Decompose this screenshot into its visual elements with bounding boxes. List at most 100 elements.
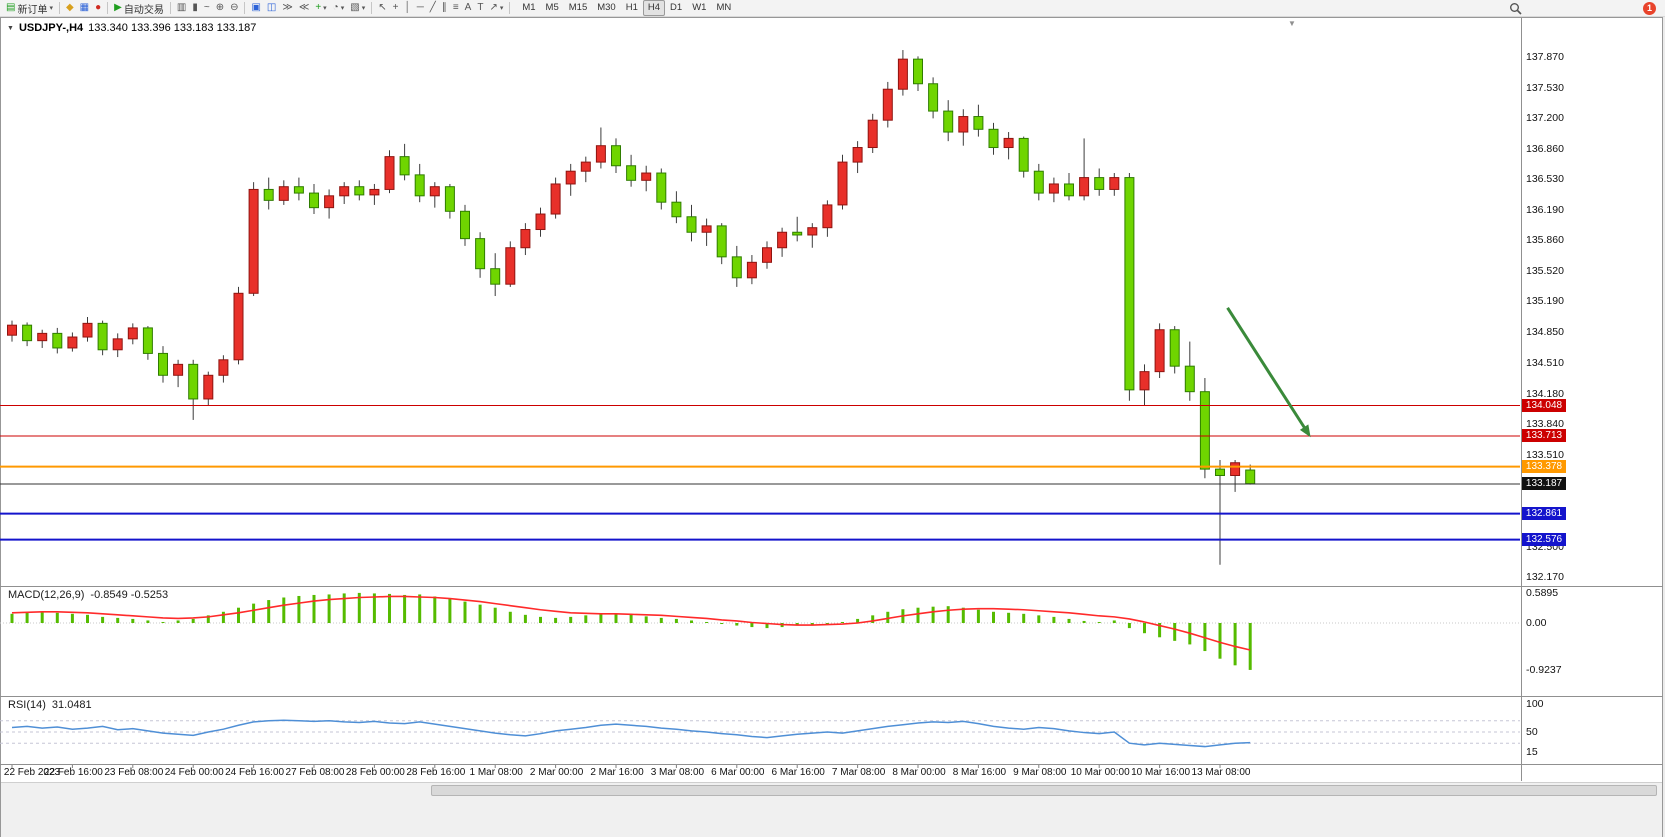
trend-arrow[interactable] bbox=[1226, 307, 1308, 432]
chevron-down-icon: ▾ bbox=[499, 5, 504, 12]
candle-body bbox=[324, 195, 335, 209]
label-tool-button[interactable]: T bbox=[474, 2, 486, 14]
candle-body bbox=[1124, 177, 1135, 391]
main-toolbar: ▤ 新订单 ▾ ◆ ▦ ● ▶ 自动交易 ▥ ▮ ~ ⊕ ⊖ ▣ ◫ ≫ ≪ +… bbox=[0, 0, 1665, 17]
price-axis-label: 134.850 bbox=[1526, 326, 1564, 339]
timeframe-m1-button[interactable]: M1 bbox=[522, 2, 536, 13]
arrows-tool-button[interactable]: ↗ ▾ bbox=[486, 2, 506, 14]
toolbar-separator bbox=[107, 2, 109, 14]
chart-shift-button[interactable]: ≪ bbox=[296, 2, 312, 14]
timeframe-m15-button[interactable]: M15 bbox=[568, 2, 588, 13]
crosshair-button[interactable]: + bbox=[390, 2, 402, 14]
time-axis-label: 2 Mar 00:00 bbox=[529, 767, 584, 778]
chart-shift-marker-icon[interactable]: ▼ bbox=[1288, 19, 1296, 28]
channel-icon: ∥ bbox=[441, 2, 447, 13]
timeframe-h4-button[interactable]: H4 bbox=[642, 0, 666, 16]
time-axis-label: 13 Mar 08:00 bbox=[1191, 767, 1251, 778]
price-tag-134.048[interactable]: 134.048 bbox=[1522, 398, 1566, 412]
price-axis-label: 133.840 bbox=[1526, 418, 1564, 431]
indicators-button[interactable]: + ▾ bbox=[312, 2, 329, 14]
channel-button[interactable]: ∥ bbox=[439, 2, 450, 14]
price-tag-133.378[interactable]: 133.378 bbox=[1522, 459, 1566, 473]
toolbar-separator bbox=[244, 2, 246, 14]
price-axis-label: 137.200 bbox=[1526, 112, 1564, 125]
candle-body bbox=[807, 227, 818, 236]
new-order-button[interactable]: ▤ 新订单 ▾ bbox=[3, 0, 56, 17]
mql5-community-button[interactable]: ◆ bbox=[63, 2, 77, 14]
candle-body bbox=[973, 116, 984, 130]
search-icon bbox=[1510, 2, 1522, 15]
trendline-button[interactable]: ╱ bbox=[427, 2, 439, 14]
candle-body bbox=[52, 332, 63, 349]
label-tool-icon: T bbox=[477, 2, 484, 13]
price-axis-label: 137.870 bbox=[1526, 51, 1564, 64]
chart-window-icon: ▦ bbox=[79, 2, 90, 13]
vertical-line-button[interactable]: │ bbox=[401, 2, 413, 14]
timeframe-d1-button[interactable]: D1 bbox=[670, 2, 683, 13]
cascade-windows-button[interactable]: ◫ bbox=[264, 2, 279, 14]
candle-body bbox=[414, 174, 425, 197]
autotrading-button[interactable]: ▶ 自动交易 bbox=[111, 0, 167, 17]
candle-body bbox=[671, 201, 682, 218]
templates-button[interactable]: ▧ ▾ bbox=[347, 2, 368, 14]
cursor-button[interactable]: ↖ bbox=[375, 2, 389, 14]
candle-body bbox=[943, 110, 954, 133]
time-axis-label: 28 Feb 16:00 bbox=[406, 767, 466, 778]
tile-windows-button[interactable]: ▣ bbox=[248, 2, 263, 14]
candle-body bbox=[460, 210, 470, 240]
mql5-icon: ◆ bbox=[65, 2, 74, 13]
timeframe-m30-button[interactable]: M30 bbox=[597, 2, 616, 13]
search-button[interactable] bbox=[1506, 1, 1525, 16]
candle-body bbox=[369, 188, 380, 196]
time-axis-label: 22 Feb 2023 bbox=[3, 767, 61, 778]
candle-body bbox=[248, 188, 259, 294]
price-tag-133.187[interactable]: 133.187 bbox=[1522, 476, 1566, 490]
notification-badge[interactable]: 1 bbox=[1643, 1, 1656, 15]
price-axis-label: 137.530 bbox=[1526, 82, 1564, 95]
auto-scroll-button[interactable]: ≫ bbox=[279, 2, 295, 14]
auto-scroll-icon: ≫ bbox=[282, 2, 293, 13]
chevron-down-icon: ▾ bbox=[49, 5, 53, 12]
price-lines[interactable] bbox=[0, 405, 1520, 541]
zoom-in-button[interactable]: ⊕ bbox=[213, 2, 227, 14]
candle-body bbox=[384, 156, 395, 190]
candle-body bbox=[67, 336, 78, 349]
candle-body bbox=[278, 186, 289, 201]
price-tag-133.713[interactable]: 133.713 bbox=[1522, 429, 1566, 443]
line-chart-button[interactable]: ~ bbox=[201, 2, 213, 14]
timeframe-m5-button[interactable]: M5 bbox=[545, 2, 559, 13]
periods-button[interactable]: ◔ ▾ bbox=[330, 2, 348, 14]
timeframe-h1-button[interactable]: H1 bbox=[625, 2, 638, 13]
macd-histogram bbox=[10, 592, 1252, 670]
scrollbar-thumb[interactable] bbox=[431, 785, 1657, 796]
time-axis-label: 10 Mar 00:00 bbox=[1070, 767, 1130, 778]
zoom-out-button[interactable]: ⊖ bbox=[227, 2, 241, 14]
timeframe-w1-button[interactable]: W1 bbox=[692, 2, 707, 13]
candle-body bbox=[837, 161, 848, 206]
candlestick-chart-icon: ▮ bbox=[192, 2, 198, 13]
candle-body bbox=[611, 145, 621, 167]
time-axis-label: 7 Mar 08:00 bbox=[831, 767, 886, 778]
candle-body bbox=[1079, 177, 1090, 197]
candlestick-series[interactable] bbox=[7, 50, 1256, 565]
price-tag-132.576[interactable]: 132.576 bbox=[1522, 532, 1566, 546]
timeframe-mn-button[interactable]: MN bbox=[716, 2, 732, 13]
trendline-icon: ╱ bbox=[429, 2, 436, 13]
chart-window-button[interactable]: ▦ bbox=[77, 2, 92, 14]
horizontal-scrollbar[interactable] bbox=[1, 782, 1662, 837]
candle-body bbox=[580, 161, 591, 172]
candle-body bbox=[731, 256, 742, 279]
candle-body bbox=[203, 374, 214, 400]
symbol-dropdown-icon[interactable]: ▼ bbox=[7, 24, 14, 32]
bar-chart-button[interactable]: ▥ bbox=[174, 2, 189, 14]
candle-body bbox=[263, 188, 274, 201]
candle-body bbox=[127, 327, 138, 340]
candlestick-chart-button[interactable]: ▮ bbox=[189, 2, 201, 14]
text-tool-button[interactable]: A bbox=[462, 2, 475, 14]
horizontal-line-button[interactable]: ─ bbox=[414, 2, 427, 14]
fibonacci-button[interactable]: ≡ bbox=[450, 2, 462, 14]
candle-body bbox=[293, 186, 304, 194]
tick-chart-button[interactable]: ● bbox=[92, 2, 104, 14]
price-tag-132.861[interactable]: 132.861 bbox=[1522, 506, 1566, 520]
